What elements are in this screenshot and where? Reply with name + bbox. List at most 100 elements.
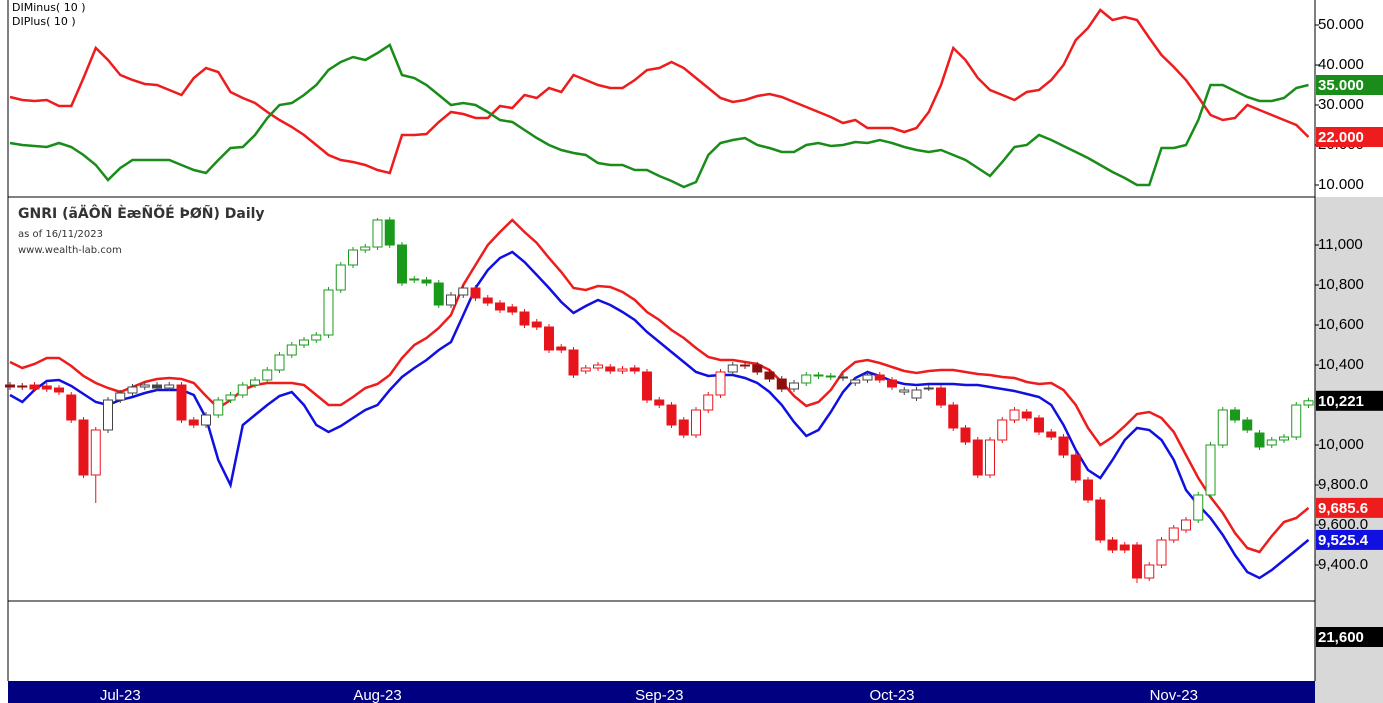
candle-body bbox=[286, 344, 297, 356]
y-tick-label: 11,000 bbox=[1318, 236, 1363, 253]
candle-body bbox=[727, 364, 738, 373]
legend-entry: DIPlus( 10 ) bbox=[12, 15, 76, 28]
y-tick-label: 9,600.0 bbox=[1318, 516, 1368, 533]
y-tick-label: 9,400.0 bbox=[1318, 556, 1368, 573]
candle-body bbox=[188, 419, 199, 426]
candle-body bbox=[17, 385, 28, 388]
band-line bbox=[9, 218, 1310, 554]
candle-body bbox=[1303, 400, 1314, 406]
candle-body bbox=[972, 439, 983, 476]
chart-title: GNRI (ãÄÔÑ ÈæÑÕÉ ÞØÑ) Daily bbox=[18, 204, 265, 222]
candle-body bbox=[1095, 499, 1106, 541]
candle-body bbox=[1070, 454, 1081, 481]
candle-body bbox=[482, 297, 493, 304]
candle-body bbox=[568, 349, 579, 376]
candle-body bbox=[997, 419, 1008, 441]
candle-body bbox=[605, 366, 616, 372]
candle-body bbox=[1266, 439, 1277, 446]
candle-body bbox=[1205, 444, 1216, 496]
candle-body bbox=[923, 387, 934, 390]
candle-body bbox=[274, 354, 285, 371]
candle-body bbox=[519, 311, 530, 326]
last-value-label: 22.000 bbox=[1318, 129, 1364, 146]
candle-body bbox=[433, 282, 444, 306]
candle-body bbox=[544, 326, 554, 351]
x-tick-label: Nov-23 bbox=[1150, 687, 1198, 703]
candle-body bbox=[507, 306, 518, 313]
band-last-label-badge bbox=[1316, 497, 1383, 518]
candle-body bbox=[164, 384, 175, 389]
candle-body bbox=[41, 385, 52, 390]
candle-body bbox=[201, 414, 211, 426]
candle-body bbox=[1083, 479, 1093, 501]
candle-body bbox=[1046, 431, 1057, 438]
candle-body bbox=[678, 419, 689, 436]
candle-body bbox=[862, 374, 873, 381]
candle-body bbox=[262, 369, 273, 381]
candle-body bbox=[531, 321, 542, 328]
subtitle: as of 16/11/2023 bbox=[18, 229, 103, 240]
candle-body bbox=[654, 399, 665, 406]
candle-body bbox=[397, 244, 407, 284]
candle-body bbox=[1279, 436, 1289, 441]
candle-body bbox=[691, 409, 701, 436]
last-close-label-badge bbox=[1316, 390, 1383, 411]
candle-body bbox=[5, 384, 15, 388]
candle-body bbox=[470, 287, 481, 299]
last-value-label-badge bbox=[1316, 75, 1383, 95]
candle-body bbox=[813, 374, 824, 377]
y-tick-label: 10,600 bbox=[1318, 316, 1364, 333]
candle-body bbox=[825, 375, 836, 378]
candle-body bbox=[593, 364, 603, 369]
candle-body bbox=[1156, 539, 1167, 566]
x-tick-label: Aug-23 bbox=[353, 687, 401, 703]
candle-body bbox=[960, 427, 971, 443]
candle-body bbox=[1291, 404, 1302, 438]
candle-body bbox=[115, 392, 126, 401]
candle-body bbox=[152, 384, 162, 389]
candle-body bbox=[139, 384, 150, 388]
candle-body bbox=[1168, 527, 1179, 541]
candle-body bbox=[789, 382, 799, 390]
candle-body bbox=[360, 246, 371, 251]
x-tick-label: Sep-23 bbox=[635, 687, 683, 703]
y-tick-label: 40.000 bbox=[1318, 56, 1364, 73]
candle-body bbox=[1034, 417, 1044, 433]
candle-body bbox=[629, 367, 640, 372]
candle-body bbox=[446, 294, 456, 306]
candle-body bbox=[237, 384, 248, 396]
last-value-label-badge bbox=[1316, 127, 1383, 147]
candle-body bbox=[495, 302, 505, 311]
candle-body bbox=[617, 368, 628, 372]
candle-body bbox=[642, 371, 652, 401]
candle-body bbox=[801, 374, 812, 384]
candle-body bbox=[1144, 564, 1155, 579]
volume-badge bbox=[1316, 627, 1383, 647]
date-bar bbox=[8, 681, 1315, 703]
x-tick-label: Jul-23 bbox=[100, 687, 141, 703]
candle-body bbox=[948, 404, 959, 429]
candle-body bbox=[911, 389, 922, 399]
last-close-label: 10,221 bbox=[1318, 393, 1364, 410]
candle-body bbox=[54, 387, 64, 393]
candle-body bbox=[323, 289, 334, 336]
candle-body bbox=[458, 287, 469, 296]
candle-body bbox=[1242, 419, 1253, 431]
di-line bbox=[9, 43, 1309, 189]
candle-body bbox=[1217, 409, 1228, 446]
y-tick-label: 10,400 bbox=[1318, 356, 1364, 373]
band-line bbox=[9, 250, 1310, 580]
band-last-label: 9,525.4 bbox=[1318, 532, 1369, 549]
candle-body bbox=[899, 389, 910, 393]
candle-body bbox=[1021, 411, 1032, 419]
candle-body bbox=[703, 394, 714, 411]
candle-body bbox=[250, 379, 260, 386]
y-tick-label: 30.000 bbox=[1318, 96, 1364, 113]
band-last-label: 9,685.6 bbox=[1318, 500, 1368, 517]
candle-body bbox=[372, 219, 383, 248]
candle-body bbox=[985, 439, 995, 476]
axis-panel bbox=[1315, 197, 1383, 703]
candle-body bbox=[1107, 539, 1118, 551]
